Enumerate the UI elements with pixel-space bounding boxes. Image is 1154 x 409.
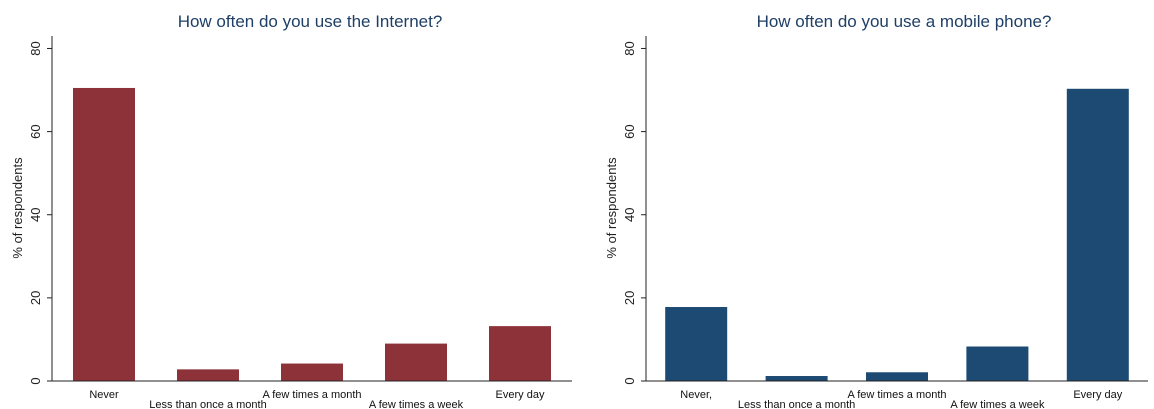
x-category-label: A few times a month (847, 389, 946, 401)
y-tick-label: 0 (28, 377, 43, 384)
mobile-phone-usage-chart: How often do you use a mobile phone? % o… (594, 0, 1154, 409)
mobile-phone-usage-chart-svg: How often do you use a mobile phone? % o… (604, 12, 1148, 409)
x-category-label: Every day (496, 389, 545, 401)
bar-4 (489, 326, 551, 381)
x-category-label: Less than once a month (149, 399, 266, 409)
x-category-label: Never (89, 389, 119, 401)
y-axis-label: % of respondents (10, 157, 25, 259)
internet-usage-chart-svg: How often do you use the Internet? % of … (10, 12, 572, 409)
bar-2 (866, 372, 928, 381)
y-tick-label: 40 (28, 208, 43, 222)
bar-1 (177, 369, 239, 381)
x-category-label: A few times a week (950, 399, 1045, 409)
y-tick-label: 20 (28, 291, 43, 305)
bar-3 (385, 343, 447, 381)
bar-4 (1066, 88, 1129, 381)
y-tick-label: 40 (622, 208, 637, 222)
y-tick-label: 20 (622, 291, 637, 305)
y-tick-label: 60 (622, 124, 637, 138)
y-tick-label: 80 (28, 41, 43, 55)
x-category-label: A few times a month (262, 389, 361, 401)
internet-usage-chart: How often do you use the Internet? % of … (10, 12, 572, 409)
bar-0 (73, 87, 135, 382)
bar-3 (966, 346, 1029, 381)
bar-1 (765, 376, 828, 381)
bar-0 (665, 307, 728, 381)
bar-2 (281, 363, 343, 381)
x-category-label: A few times a week (369, 399, 464, 409)
y-tick-label: 60 (28, 124, 43, 138)
x-category-label: Every day (1073, 389, 1122, 401)
x-category-label: Never, (680, 389, 712, 401)
chart-title: How often do you use the Internet? (178, 12, 443, 31)
y-tick-label: 80 (622, 41, 637, 55)
y-axis-label: % of respondents (604, 157, 619, 259)
chart-title: How often do you use a mobile phone? (757, 12, 1052, 31)
y-tick-label: 0 (622, 377, 637, 384)
x-category-label: Less than once a month (738, 399, 855, 409)
